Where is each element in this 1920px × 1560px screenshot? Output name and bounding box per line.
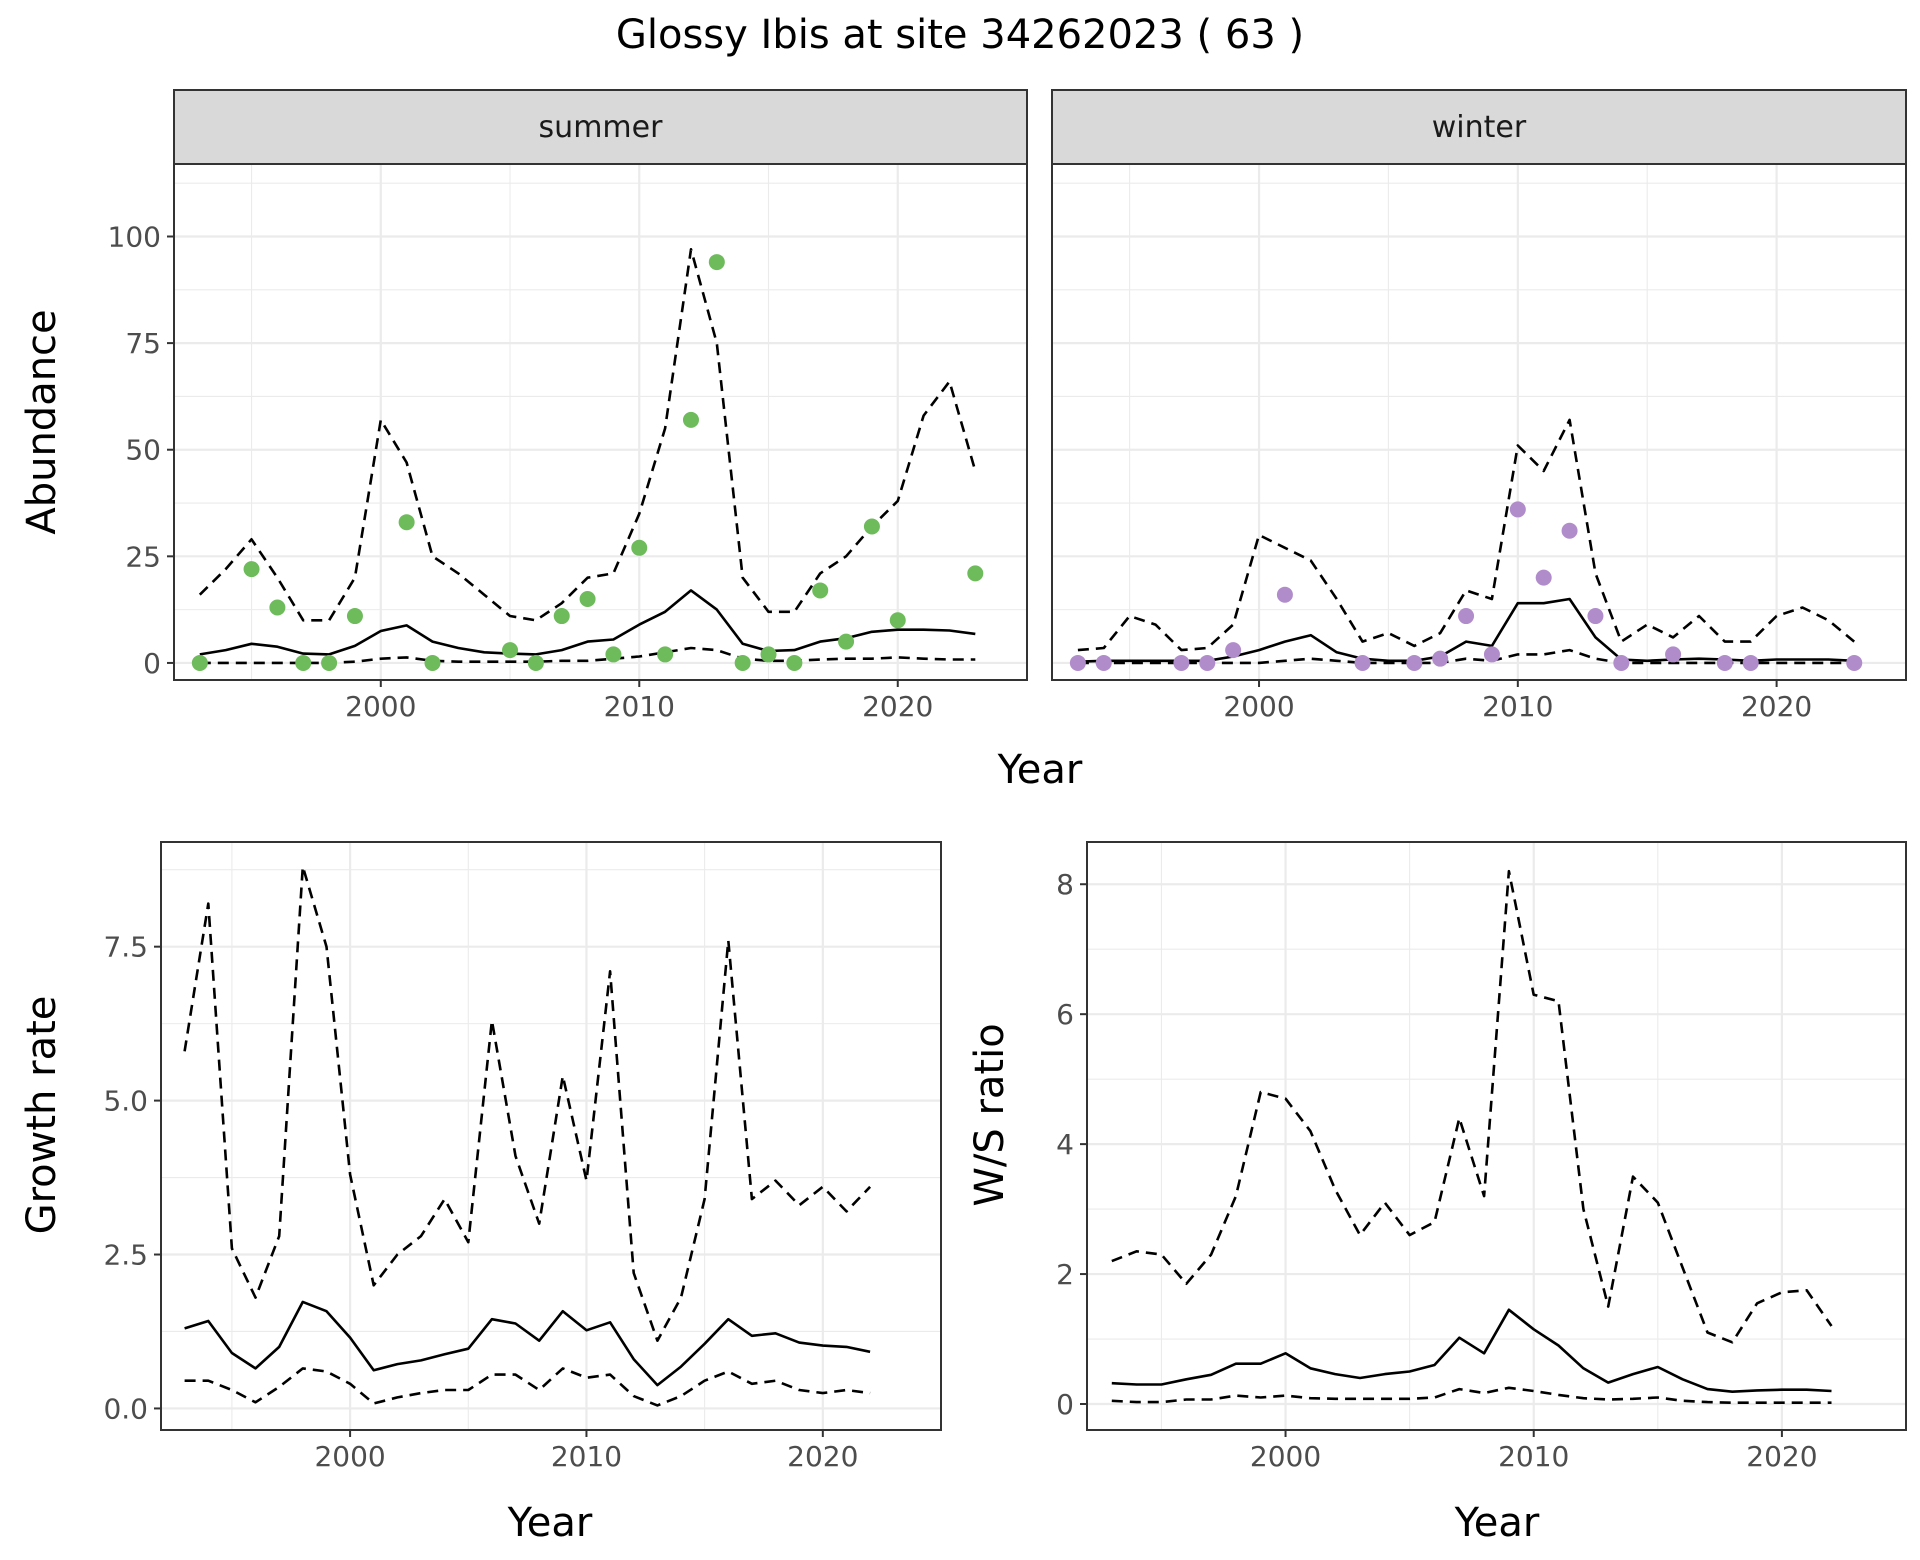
abundance-summer-count-point [527,654,544,671]
ws-x-tick-label: 2020 [1746,1440,1817,1473]
growth-lower-bound-line [184,1367,871,1407]
abundance-winter-count-point [1432,650,1449,667]
abundance-winter-count-point [1354,654,1371,671]
figure-title: Glossy Ibis at site 34262023 ( 63 ) [616,12,1304,58]
abundance-summer-count-point [502,642,519,659]
ws-y-tick-label: 4 [1056,1128,1074,1161]
abundance-summer-count-point [838,633,855,650]
abundance-winter-count-point [1458,608,1475,625]
abundance-winter-x-tick-label: 2010 [1482,690,1553,723]
abundance-summer-count-point [760,646,777,663]
abundance-winter-count-point [1665,646,1682,663]
growth-upper-bound-line [183,865,872,1342]
abundance-winter-strip-label: winter [1432,110,1527,145]
abundance-summer-count-point [553,608,570,625]
abundance-summer-strip-label: summer [539,110,664,145]
ws-y-tick-label: 8 [1056,868,1074,901]
ws-y-tick-label: 0 [1056,1388,1074,1421]
abundance-winter-count-point [1535,569,1552,586]
abundance-winter-count-point [1173,654,1190,671]
abundance-summer-panel-border [173,163,1028,681]
ws-x-tick-label: 2000 [1250,1440,1321,1473]
abundance-summer-y-tick-label: 0 [143,647,161,680]
abundance-winter-count-point [1613,654,1630,671]
abundance-summer-count-point [295,654,312,671]
abundance-summer-count-point [708,254,725,271]
growth-estimate-line [184,1300,871,1387]
abundance-summer-y-tick-label: 75 [125,327,161,360]
abundance-winter-count-point [1276,586,1293,603]
abundance-winter-count-point [1199,654,1216,671]
abundance-summer-count-point [734,654,751,671]
abundance-summer-count-point [579,590,596,607]
abundance-summer-count-point [424,654,441,671]
abundance-summer-count-point [605,646,622,663]
abundance-winter-panel-border [1051,163,1907,681]
growth-y-tick-label: 2.5 [103,1239,148,1272]
abundance-ylabel: Abundance [19,309,65,534]
ws-y-tick-label: 6 [1056,998,1074,1031]
growth-ylabel: Growth rate [19,996,65,1235]
abundance-summer-count-point [631,539,648,556]
abundance-winter-x-tick-label: 2020 [1741,690,1812,723]
abundance-xlabel: Year [997,747,1083,793]
abundance-winter-upper-bound-line [1077,418,1856,652]
ws-ylabel: W/S ratio [967,1023,1013,1206]
abundance-summer-y-tick-label: 50 [125,434,161,467]
ws-upper-bound-line [1111,869,1833,1344]
abundance-summer-lower-bound-line [199,646,976,665]
ws-ratio-chart: 2000 2010 2020 0 2 4 6 8 [1056,841,1907,1473]
abundance-summer-x-tick-label: 2020 [862,690,933,723]
ws-lower-bound-line [1111,1386,1832,1404]
abundance-winter-count-point [1483,646,1500,663]
abundance-summer-count-point [657,646,674,663]
abundance-summer-count-point [243,561,260,578]
ws-xlabel: Year [1454,1500,1540,1546]
growth-y-tick-label: 0.0 [103,1392,148,1425]
abundance-summer-strip [173,89,1028,165]
abundance-winter-count-point [1406,654,1423,671]
abundance-summer-count-point [863,518,880,535]
abundance-winter-count-point [1095,654,1112,671]
abundance-summer-count-point [889,612,906,629]
abundance-summer-count-point [321,654,338,671]
abundance-winter-count-point [1069,654,1086,671]
growth-x-tick-label: 2010 [551,1440,622,1473]
abundance-summer-y-tick-label: 25 [125,540,161,573]
growth-x-tick-label: 2000 [314,1440,385,1473]
ws-panel-border [1086,841,1907,1431]
abundance-summer-count-point [967,565,984,582]
abundance-summer-x-tick-label: 2010 [604,690,675,723]
abundance-winter-count-point [1561,522,1578,539]
ws-y-tick-label: 2 [1056,1258,1074,1291]
abundance-summer-x-tick-label: 2000 [345,690,416,723]
growth-y-tick-label: 7.5 [103,931,148,964]
abundance-winter-count-point [1509,501,1526,518]
growth-y-tick-label: 5.0 [103,1085,148,1118]
abundance-winter-count-point [1225,642,1242,659]
abundance-winter-count-point [1846,654,1863,671]
abundance-summer-count-point [346,608,363,625]
abundance-summer-count-point [682,411,699,428]
abundance-summer-count-point [269,599,286,616]
abundance-chart: summer 2000 2010 2020 0 25 50 75 100 winter 2000 20… [108,89,1907,723]
abundance-winter-count-point [1716,654,1733,671]
growth-x-tick-label: 2020 [787,1440,858,1473]
abundance-summer-upper-bound-line [198,248,977,622]
abundance-summer-count-point [786,654,803,671]
growth-panel-border [160,841,942,1431]
abundance-summer-count-point [398,514,415,531]
ws-estimate-line [1111,1308,1832,1393]
growth-rate-chart: 2000 2010 2020 0.0 2.5 5.0 7.5 [103,841,942,1473]
ws-x-tick-label: 2010 [1498,1440,1569,1473]
abundance-summer-count-point [191,654,208,671]
abundance-winter-x-tick-label: 2000 [1223,690,1294,723]
growth-xlabel: Year [507,1500,593,1546]
abundance-winter-count-point [1742,654,1759,671]
abundance-summer-count-point [812,582,829,599]
abundance-summer-y-tick-label: 100 [108,220,161,253]
abundance-winter-count-point [1587,608,1604,625]
